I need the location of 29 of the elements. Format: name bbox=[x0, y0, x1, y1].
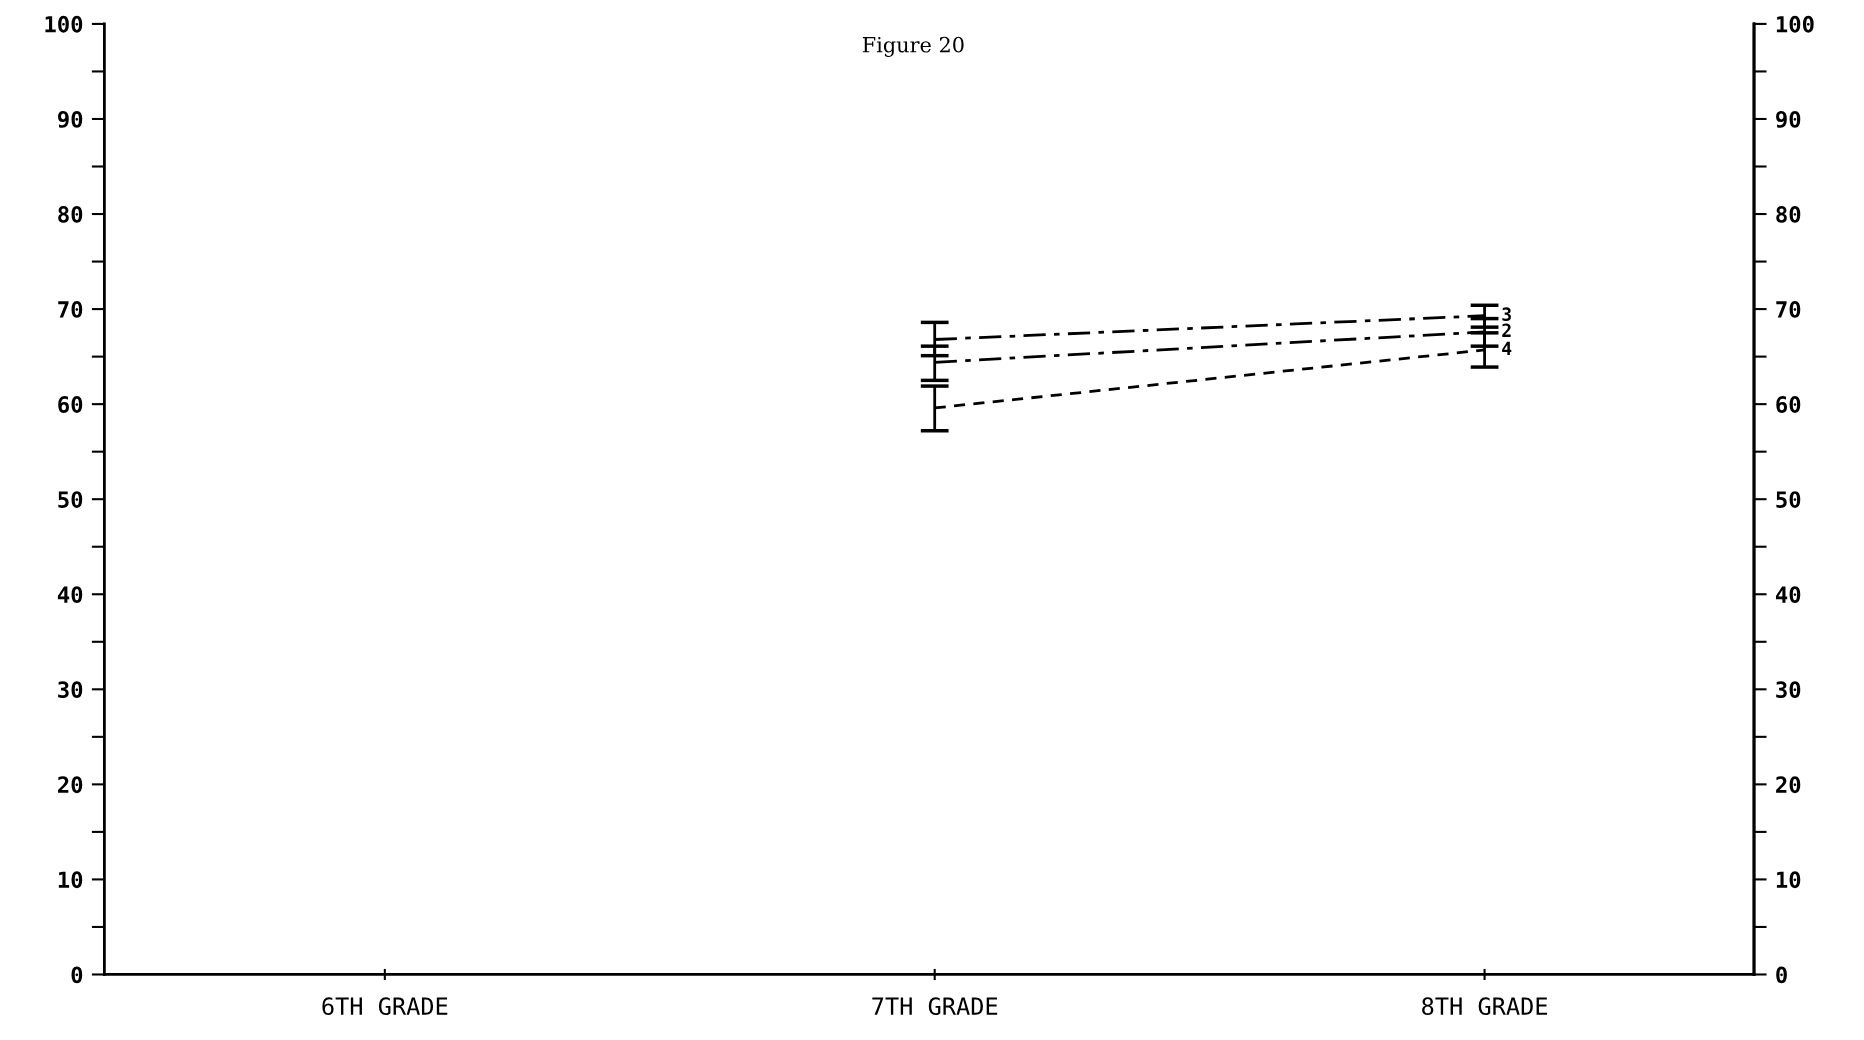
y2-tick-label: 50 bbox=[1776, 491, 1801, 508]
text: Figure 20 bbox=[862, 36, 964, 57]
y-tick-label: 50 bbox=[58, 491, 83, 508]
series-label: 2 bbox=[1502, 323, 1511, 337]
x-tick-label: 6TH GRADE bbox=[322, 997, 448, 1016]
y-tick-label: 80 bbox=[58, 205, 83, 223]
y2-tick-label: 0 bbox=[1776, 966, 1787, 984]
series-label: 3 bbox=[1502, 307, 1511, 321]
y-tick-label: 40 bbox=[57, 586, 83, 604]
y2-tick-label: 70 bbox=[1776, 301, 1801, 318]
y-tick-label: 10 bbox=[58, 871, 83, 889]
y-tick-label: 20 bbox=[58, 776, 83, 794]
y2-tick-label: 10 bbox=[1776, 871, 1801, 889]
y-tick-label: 60 bbox=[58, 396, 83, 413]
x-tick-label: 7TH GRADE bbox=[872, 997, 998, 1016]
y2-tick-label: 30 bbox=[1776, 681, 1801, 699]
y-tick-label: 100 bbox=[45, 15, 83, 33]
y-tick-label: 30 bbox=[58, 681, 83, 699]
y-tick-label: 70 bbox=[58, 301, 83, 318]
y-tick-label: 90 bbox=[58, 110, 83, 128]
y2-tick-label: 80 bbox=[1776, 205, 1801, 223]
y-tick-label: 0 bbox=[71, 966, 83, 984]
series-label: 4 bbox=[1502, 341, 1512, 355]
y2-tick-label: 100 bbox=[1776, 15, 1814, 33]
x-tick-label: 8TH GRADE bbox=[1422, 997, 1548, 1016]
y2-tick-label: 40 bbox=[1775, 586, 1801, 604]
y2-tick-label: 20 bbox=[1776, 776, 1801, 794]
y2-tick-label: 60 bbox=[1776, 396, 1801, 413]
y2-tick-label: 90 bbox=[1776, 110, 1801, 128]
